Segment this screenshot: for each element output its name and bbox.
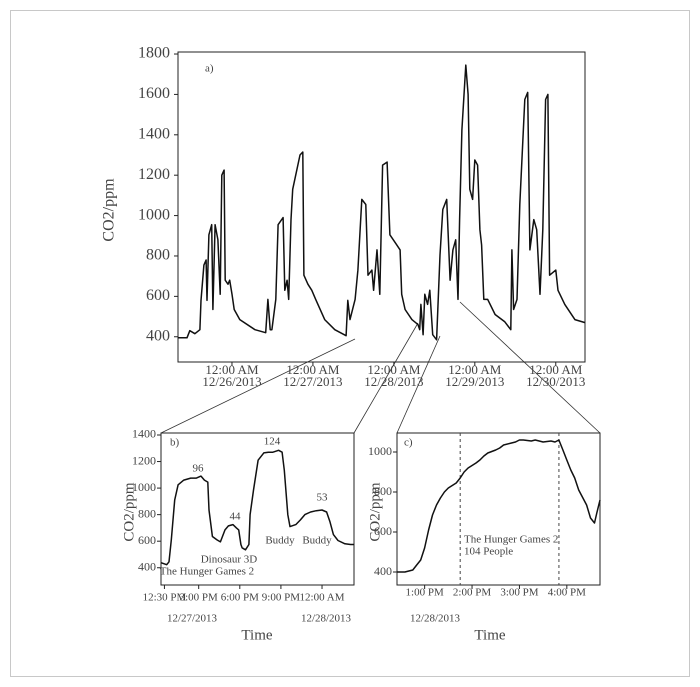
y-tick-label: 400 [146,327,170,344]
chart-panel: 400 600 800 1000 1:00 PM 2:00 PM 3:00 PM 4:00 P… [367,432,601,643]
co2-line [397,439,601,573]
x-tick-label-line: 12/27/2013 [283,374,342,389]
annotation: 44 [230,511,242,523]
y-tick-label: 800 [138,506,156,520]
x-tick-label: 3:00 PM [180,592,218,604]
x-tick-label-line: 12:00 AM [367,362,421,377]
date-label: 12/28/2013 [410,613,461,625]
connector [396,335,441,434]
y-tick-label: 1000 [132,480,156,494]
panel-label: a) [205,63,214,75]
y-tick-label: 1400 [138,125,170,142]
y-tick-label: 1000 [138,206,170,223]
x-axis-label: Time [241,627,272,643]
annotation: The Hunger Games 2 [464,534,558,546]
x-tick-label: 3:00 PM [500,587,538,599]
x-tick-label-line: 12/28/2013 [364,374,423,389]
x-tick-label: 6:00 PM [221,592,259,604]
annotation: 53 [317,492,329,504]
annotation: Buddy [265,535,295,547]
x-tick-label: 12:00 AM 12/27/2013 [283,362,342,389]
y-tick-label: 600 [138,533,156,547]
x-tick-label: 12:00 AM 12/26/2013 [202,362,261,389]
annotation: Dinosaur 3D [201,554,258,566]
chart-panel: 400 600 800 1000 1200 1400 12:30 PM3:00 PM 6:00… [121,427,355,643]
x-tick-label: 12:00 AM 12/30/2013 [526,362,585,389]
x-axis-label: Time [474,627,505,643]
connector [160,338,356,434]
date-label: 12/27/2013 [167,613,218,625]
y-tick-label: 400 [138,559,156,573]
annotation: Buddy [302,535,332,547]
x-tick-label-line: 12:00 AM [448,362,502,377]
x-tick-label-line: 12:00 AM [205,362,259,377]
x-tick-label-line: 12/26/2013 [202,374,261,389]
x-tick-label: 12:00 AM [300,592,345,604]
connector [353,322,419,434]
co2-line [178,64,586,341]
y-tick-label: 1400 [132,427,156,441]
x-tick-label: 4:00 PM [548,587,586,599]
y-tick-label: 400 [374,564,392,578]
y-tick-label: 1000 [368,444,392,458]
x-tick-label: 1:00 PM [406,587,444,599]
x-tick-label: 12:00 AM 12/29/2013 [445,362,504,389]
y-tick-label: 1800 [138,45,170,62]
x-tick-label: 12:30 PM [143,592,187,604]
annotation: The Hunger Games 2 [160,566,254,578]
x-tick-label-line: 12:00 AM [286,362,340,377]
y-tick-label: 1200 [132,453,156,467]
y-tick-label: 1200 [138,166,170,183]
connector [459,301,601,434]
plot-frame [160,432,355,586]
panel-label: c) [404,437,413,449]
figure-border [10,10,690,677]
y-tick-label: 600 [146,287,170,304]
x-tick-label-line: 12/29/2013 [445,374,504,389]
panel-label: b) [170,437,180,449]
annotation: 104 People [464,546,513,558]
x-tick-label: 12:00 AM 12/28/2013 [364,362,423,389]
y-tick-label: 800 [374,484,392,498]
zoom-connectors [160,301,601,434]
y-tick-label: 800 [146,247,170,264]
y-axis-label: CO2/ppm [101,178,118,242]
y-axis-label: CO2/ppm [367,482,383,542]
y-tick-label: 600 [374,524,392,538]
co2-line [160,449,354,566]
x-tick-label-line: 12:00 AM [529,362,583,377]
plot-frame [177,51,586,363]
date-label: 12/28/2013 [301,613,352,625]
y-axis-label: CO2/ppm [121,482,137,542]
y-tick-label: 1600 [138,85,170,102]
x-tick-label-line: 12/30/2013 [526,374,585,389]
plot-frame [396,432,601,586]
annotation: 124 [264,436,281,448]
x-tick-label: 2:00 PM [453,587,491,599]
annotation: 96 [193,463,205,475]
x-tick-label: 9:00 PM [262,592,300,604]
